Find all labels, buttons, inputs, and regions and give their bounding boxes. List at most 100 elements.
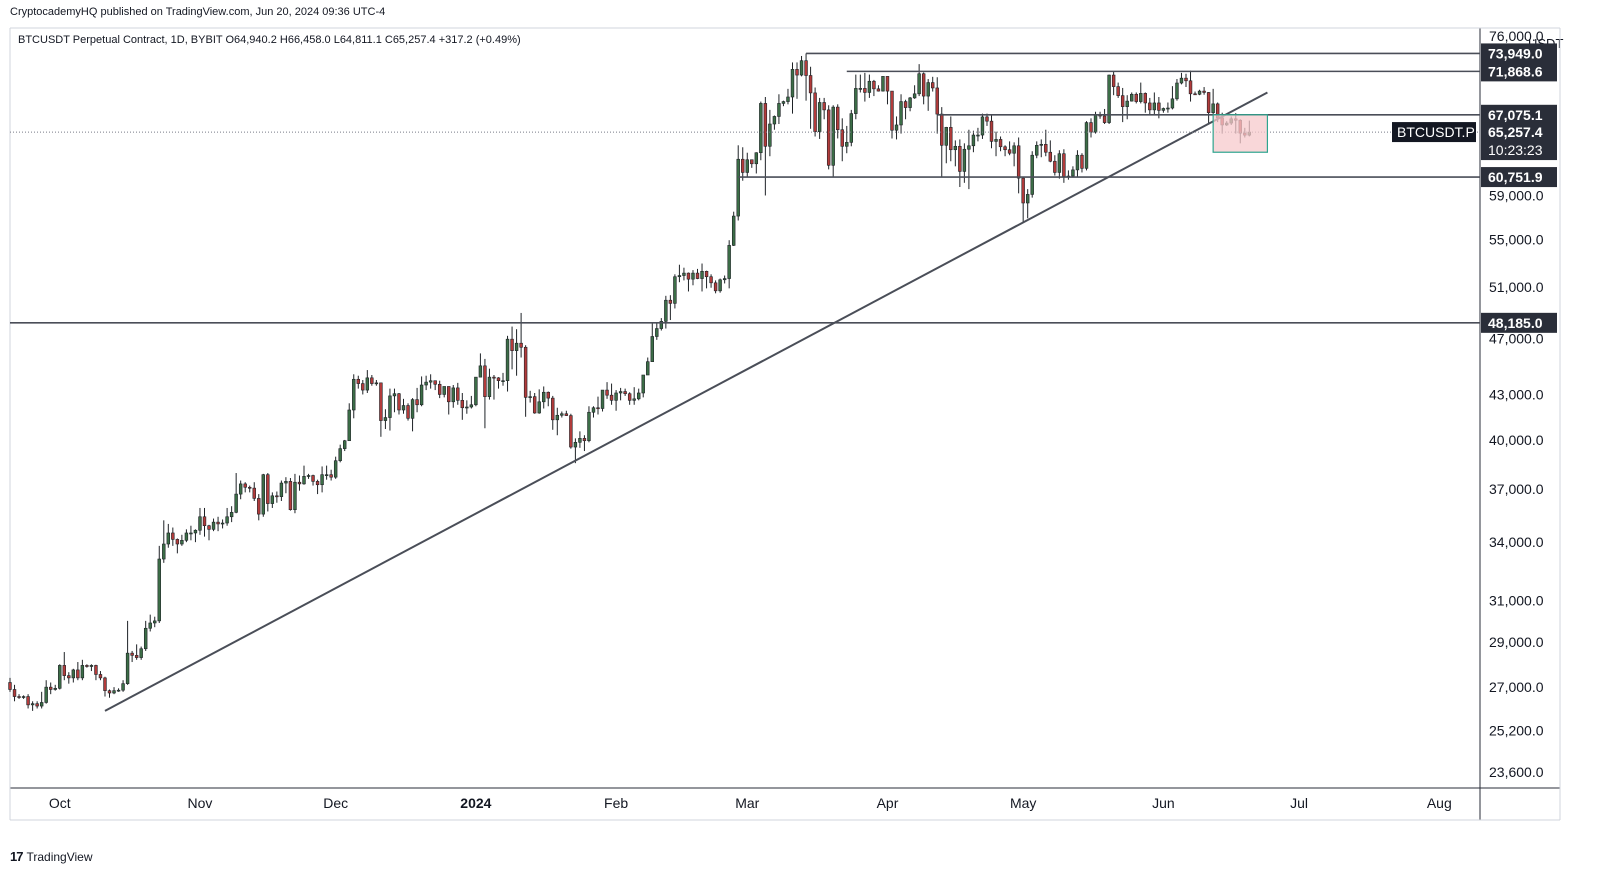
candle-down (62, 665, 66, 676)
candle-up (745, 159, 749, 173)
candle-up (487, 376, 492, 397)
tradingview-logo[interactable]: 17 TradingView (10, 849, 93, 864)
candle-down (98, 674, 103, 679)
candle-up (89, 665, 94, 667)
candle-up (1039, 144, 1043, 146)
candle-down (361, 383, 365, 391)
candle-down (103, 677, 107, 691)
candle-down (949, 127, 953, 151)
price-tick-label: 37,000.0 (1489, 481, 1544, 497)
candle-down (510, 338, 514, 351)
candle-up (211, 521, 216, 530)
candle-down (885, 76, 890, 92)
candle-down (750, 159, 754, 165)
candle-up (528, 396, 532, 398)
candle-up (1057, 153, 1062, 173)
candle-up (899, 101, 903, 126)
candle-up (777, 103, 781, 117)
symbol-tag: BTCUSDT.P (1397, 124, 1475, 140)
last-price-label: 65,257.4 (1488, 124, 1543, 140)
candle-down (456, 387, 460, 401)
candle-down (1021, 177, 1025, 204)
candle-up (967, 145, 971, 150)
candle-down (297, 481, 302, 485)
candle-up (469, 404, 474, 408)
candle-up (44, 686, 48, 703)
candle-down (1062, 153, 1066, 177)
candle-down (76, 669, 80, 679)
candle-down (741, 158, 745, 173)
candle-up (1030, 154, 1034, 195)
level-label: 67,075.1 (1488, 107, 1543, 123)
candle-up (727, 245, 731, 279)
candle-up (659, 321, 664, 329)
candle-up (71, 669, 76, 679)
candle-down (813, 92, 817, 132)
candle-down (1044, 144, 1048, 153)
candle-up (845, 142, 849, 147)
candle-down (890, 90, 894, 131)
candle-down (546, 391, 550, 399)
candle-up (799, 60, 804, 76)
candle-up (587, 411, 591, 442)
price-tick-label: 25,200.0 (1489, 723, 1544, 739)
level-label-bg (1481, 167, 1557, 188)
candle-down (840, 129, 844, 147)
candle-down (207, 525, 211, 530)
candle-up (1025, 194, 1030, 204)
candle-down (872, 80, 876, 90)
candle-down (1089, 122, 1093, 133)
candle-up (1071, 169, 1075, 177)
candle-down (519, 342, 523, 348)
candle-down (1080, 154, 1084, 169)
time-tick-label: Mar (735, 795, 759, 811)
candle-up (279, 482, 284, 497)
candle-down (12, 689, 17, 697)
price-axis[interactable]: 76,000.0 59,000.0 55,000.0 51,000.0 47,000.0… (1392, 28, 1557, 780)
candle-up (284, 481, 288, 484)
candle-up (324, 474, 329, 476)
time-tick-label: Nov (188, 795, 213, 811)
candle-down (958, 145, 962, 172)
candle-up (962, 148, 967, 172)
candle-up (180, 540, 184, 545)
candle-up (944, 127, 948, 146)
symbol-ohlc-legend[interactable]: BTCUSDT Perpetual Contract, 1D, BYBIT O6… (18, 34, 521, 46)
time-tick-label: Jul (1290, 795, 1308, 811)
candle-down (1193, 93, 1197, 96)
candle-up (451, 387, 455, 403)
drawing-overlay (10, 91, 1480, 712)
candle-down (876, 88, 881, 92)
candle-up (614, 392, 618, 401)
candle-down (623, 391, 627, 395)
candle-up (302, 476, 306, 485)
candle-up (867, 80, 872, 93)
candle-up (817, 102, 822, 132)
candle-up (234, 493, 238, 513)
candle-down (921, 73, 926, 97)
candle-up (112, 690, 116, 694)
candle-up (225, 516, 229, 524)
candle-up (682, 272, 686, 276)
candle-down (863, 88, 867, 93)
candle-up (442, 386, 446, 395)
candle-up (238, 483, 243, 495)
candle-down (1134, 93, 1138, 102)
candle-up (664, 299, 668, 322)
time-axis[interactable]: Oct Nov Dec 2024 Feb Mar Apr May Jun Jul Aug (49, 795, 1452, 811)
candle-up (573, 441, 578, 448)
candle-up (419, 384, 424, 406)
price-tick-label: 76,000.0 (1489, 28, 1544, 44)
candle-up (261, 474, 265, 515)
candle-up (908, 97, 912, 108)
candle-down (695, 272, 700, 279)
time-tick-label: May (1010, 795, 1036, 811)
candle-up (637, 392, 641, 400)
candle-up (148, 622, 152, 629)
candle-down (935, 87, 939, 115)
candle-up (478, 365, 483, 378)
candle-up (1075, 154, 1080, 171)
candle-up (220, 522, 225, 525)
